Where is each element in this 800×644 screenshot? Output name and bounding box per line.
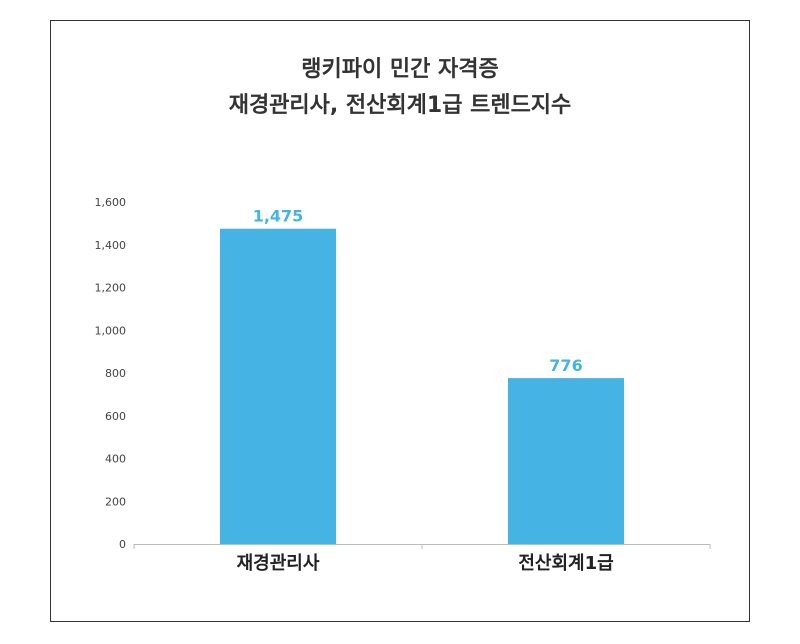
y-axis: 0 200 400 600 800 1,000 1,200 1,400 1,600 bbox=[95, 196, 127, 551]
y-tick-label: 1,200 bbox=[95, 282, 127, 295]
chart-title: 랭키파이 민간 자격증 재경관리사, 전산회계1급 트렌드지수 bbox=[0, 52, 800, 124]
bars: 1,475 776 bbox=[220, 207, 624, 544]
bar-data-label: 1,475 bbox=[253, 207, 304, 226]
y-tick-label: 0 bbox=[119, 538, 126, 551]
bar-data-label: 776 bbox=[549, 356, 582, 375]
bar bbox=[220, 228, 336, 544]
y-tick-label: 1,600 bbox=[95, 196, 127, 209]
y-tick-label: 200 bbox=[105, 495, 126, 508]
x-tick-label: 재경관리사 bbox=[237, 553, 320, 574]
x-axis: 재경관리사 전산회계1급 bbox=[133, 544, 711, 574]
y-tick-label: 800 bbox=[105, 367, 126, 380]
y-tick-label: 400 bbox=[105, 453, 126, 466]
chart-title-line-2: 재경관리사, 전산회계1급 트렌드지수 bbox=[228, 93, 572, 118]
chart-title-line-1: 랭키파이 민간 자격증 bbox=[301, 57, 499, 82]
x-tick-label: 전산회계1급 bbox=[518, 553, 613, 574]
bar bbox=[508, 378, 624, 544]
y-tick-label: 1,000 bbox=[95, 324, 127, 337]
chart-frame bbox=[50, 20, 750, 622]
y-tick-label: 1,400 bbox=[95, 239, 127, 252]
y-tick-label: 600 bbox=[105, 410, 126, 423]
